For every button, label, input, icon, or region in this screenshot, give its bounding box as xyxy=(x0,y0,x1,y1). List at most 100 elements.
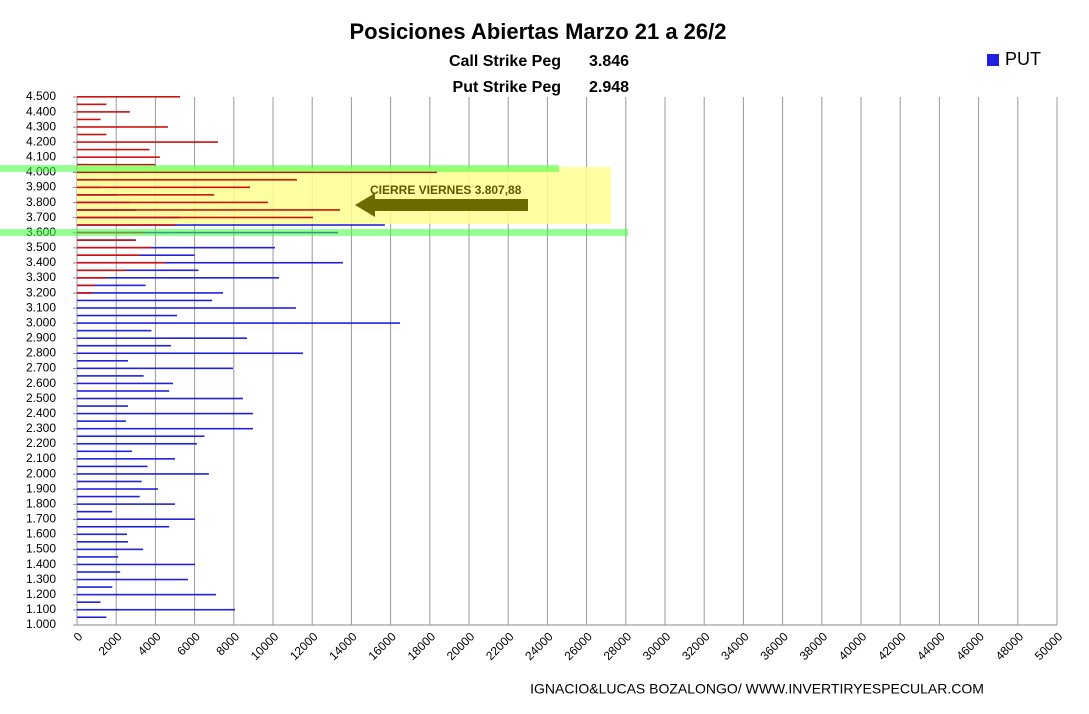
bar xyxy=(77,488,158,490)
y-tick-label: 1.500 xyxy=(26,542,56,556)
bar xyxy=(77,616,107,619)
bar xyxy=(77,209,341,211)
bar xyxy=(77,510,113,513)
bar xyxy=(77,322,401,324)
subtitle-label: Put Strike Peg xyxy=(453,79,561,96)
y-tick-label: 2.600 xyxy=(26,376,56,390)
subtitle-label: Call Strike Peg xyxy=(449,53,561,70)
bar xyxy=(77,284,95,287)
bar xyxy=(77,186,251,189)
y-tick-label: 1.600 xyxy=(26,527,56,541)
bar xyxy=(77,194,215,196)
y-tick-label: 2.200 xyxy=(26,436,56,450)
y-tick-label: 3.100 xyxy=(26,300,56,314)
bar xyxy=(77,503,175,505)
y-tick-label: 3.000 xyxy=(26,315,56,329)
y-tick-label: 4.200 xyxy=(26,134,56,148)
y-tick-label: 1.100 xyxy=(26,602,56,616)
bar xyxy=(77,360,128,362)
y-tick-label: 2.800 xyxy=(26,346,56,360)
y-tick-label: 1.200 xyxy=(26,587,56,601)
bar xyxy=(77,269,126,272)
y-tick-label: 3.200 xyxy=(26,285,56,299)
y-tick-label: 2.500 xyxy=(26,391,56,405)
annotation: CIERRE VIERNES 3.807,88 xyxy=(370,183,522,197)
bar xyxy=(77,548,144,551)
bar xyxy=(77,344,172,347)
bar xyxy=(77,405,128,407)
y-tick-label: 1.700 xyxy=(26,512,56,526)
bar xyxy=(77,337,247,339)
legend-swatch xyxy=(987,54,999,66)
legend-label: PUT xyxy=(1005,49,1041,69)
y-tick-label: 3.700 xyxy=(26,210,56,224)
bar xyxy=(77,556,119,558)
bar xyxy=(77,224,175,226)
bar xyxy=(77,412,254,415)
y-tick-label: 4.100 xyxy=(26,150,56,164)
bar xyxy=(77,367,234,370)
bar xyxy=(77,103,107,106)
bar xyxy=(77,435,205,438)
y-tick-label: 2.300 xyxy=(26,421,56,435)
bar xyxy=(77,307,296,309)
highlight-band xyxy=(0,165,559,172)
y-tick-label: 3.500 xyxy=(26,240,56,254)
bar xyxy=(77,465,148,468)
bar xyxy=(77,254,140,256)
bar xyxy=(77,473,209,475)
y-tick-label: 3.300 xyxy=(26,270,56,284)
y-tick-label: 3.400 xyxy=(26,255,56,269)
bar xyxy=(77,277,107,279)
y-tick-label: 1.900 xyxy=(26,481,56,495)
bar xyxy=(77,397,244,400)
bar xyxy=(77,480,142,483)
bar xyxy=(77,292,224,294)
y-tick-label: 4.500 xyxy=(26,89,56,103)
bar xyxy=(77,178,297,181)
bar xyxy=(77,586,113,588)
bar xyxy=(77,246,152,249)
bar xyxy=(77,118,101,121)
chart-title: Posiciones Abiertas Marzo 21 a 26/2 xyxy=(349,19,726,44)
y-tick-label: 1.000 xyxy=(26,617,56,631)
subtitle-value: 3.846 xyxy=(589,53,629,70)
bar xyxy=(77,216,313,219)
y-tick-label: 1.800 xyxy=(26,496,56,510)
bar xyxy=(77,239,136,241)
bar xyxy=(77,458,175,460)
bar xyxy=(77,96,181,98)
bar xyxy=(77,541,128,543)
y-tick-label: 4.300 xyxy=(26,119,56,133)
bar xyxy=(77,329,152,332)
bar xyxy=(77,563,195,566)
bar xyxy=(77,299,213,302)
y-tick-label: 2.900 xyxy=(26,331,56,345)
bar xyxy=(77,269,199,272)
bar xyxy=(77,593,216,596)
bar xyxy=(77,427,254,430)
bar xyxy=(77,533,127,536)
highlight-band xyxy=(0,229,628,236)
bar xyxy=(77,261,343,264)
bar xyxy=(77,420,126,422)
bar xyxy=(77,375,144,377)
bar xyxy=(77,525,170,528)
bar xyxy=(77,352,303,355)
y-tick-label: 1.300 xyxy=(26,572,56,586)
bar xyxy=(77,518,195,520)
bar xyxy=(77,171,438,174)
bar xyxy=(77,246,275,249)
bar xyxy=(77,578,188,581)
bar xyxy=(77,261,166,264)
bar xyxy=(77,111,130,113)
bar xyxy=(77,284,146,287)
bar xyxy=(77,141,218,143)
y-tick-label: 2.000 xyxy=(26,466,56,480)
y-tick-label: 1.400 xyxy=(26,557,56,571)
bar xyxy=(77,224,385,226)
bar xyxy=(77,442,197,445)
bar xyxy=(77,277,280,279)
bar xyxy=(77,382,174,385)
